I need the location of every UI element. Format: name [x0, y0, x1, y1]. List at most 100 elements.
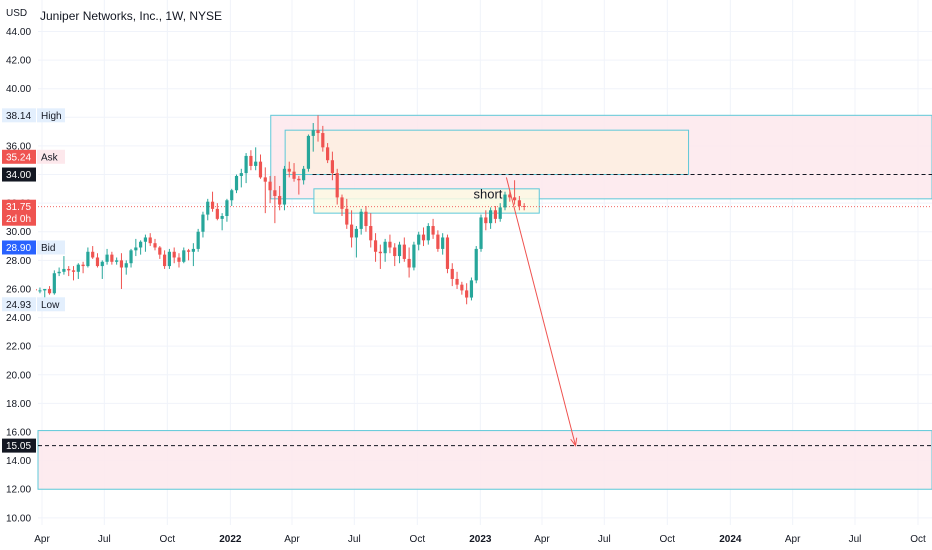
price-tick-label: 36.00	[6, 141, 31, 152]
candle-body	[234, 175, 239, 191]
candle-body	[512, 197, 517, 201]
candle-body	[177, 257, 181, 262]
candle-body	[469, 280, 474, 298]
candle-body	[373, 240, 378, 252]
candle-body	[139, 241, 143, 248]
time-axis[interactable]: Apr Jul Oct 2022 Apr Jul Oct 2023 Apr Jul Oct 2024 A…	[0, 525, 932, 550]
candle-body	[292, 171, 296, 179]
candle-body	[364, 211, 368, 227]
price-label-high	[2, 108, 36, 123]
candle-body	[273, 190, 277, 196]
candle-body	[249, 155, 253, 166]
candle-body	[47, 288, 52, 294]
candle-body	[460, 284, 464, 291]
candle-body	[52, 273, 56, 294]
price-tick-label: 22.00	[6, 342, 31, 353]
time-tick-label: Apr	[34, 534, 50, 545]
zone-box	[284, 129, 690, 176]
candle-body	[201, 214, 205, 232]
candle-body	[210, 201, 215, 209]
candle-body	[465, 290, 469, 298]
candle-body	[244, 155, 248, 174]
candle-body	[302, 168, 306, 181]
candle-body	[359, 211, 363, 229]
candle-body	[129, 250, 133, 264]
currency-label: USD	[6, 8, 28, 19]
candle-body	[489, 210, 493, 224]
candle-body	[503, 194, 507, 208]
candle-body	[393, 247, 397, 257]
time-tick-label: Oct	[660, 534, 676, 545]
candle-body	[67, 268, 71, 271]
candle-body	[522, 205, 526, 207]
price-tick-label: 26.00	[6, 284, 31, 295]
price-label-ask	[2, 149, 36, 164]
candle-body	[282, 168, 287, 205]
candle-body	[57, 271, 61, 274]
candle-body	[397, 244, 402, 257]
price-tag-ask	[37, 149, 65, 164]
candle-body	[287, 168, 291, 172]
price-tag-label: Bid	[41, 243, 55, 254]
time-tick-label: Jul	[598, 534, 611, 545]
candle-body	[421, 234, 426, 241]
price-axis[interactable]: 10.00 12.00 14.00 16.00 18.00 20.00 22.00 24.00…	[0, 0, 65, 525]
candle-body	[306, 135, 311, 169]
candle-body	[402, 244, 406, 259]
candle-body	[162, 254, 167, 267]
candle-body	[278, 195, 282, 205]
candle-body	[95, 257, 100, 267]
candle-body	[196, 231, 200, 249]
candle-body	[455, 278, 459, 285]
candle-body	[493, 210, 498, 219]
candle-body	[110, 254, 114, 262]
candle-body	[450, 268, 454, 279]
candle-body	[383, 241, 387, 254]
candle-body	[378, 251, 382, 254]
forecast-arrow	[505, 177, 578, 447]
price-tag-high	[37, 108, 65, 123]
candle-body	[215, 208, 219, 219]
price-label-value: 31.75	[6, 202, 31, 213]
price-tick-label: 20.00	[6, 370, 31, 381]
candle-body	[134, 247, 138, 251]
time-tick-label: Oct	[160, 534, 176, 545]
time-axis-background	[0, 525, 932, 550]
candle-body	[445, 237, 450, 269]
candle-body	[143, 237, 148, 242]
price-tick-label: 12.00	[6, 485, 31, 496]
time-tick-label: 2024	[719, 534, 742, 545]
candle-body	[354, 228, 358, 238]
candle-body	[81, 264, 85, 267]
countdown-label: 2d 0h	[6, 214, 31, 225]
candle-body	[172, 251, 176, 258]
candle-body	[321, 133, 325, 148]
candle-body	[369, 226, 373, 241]
price-axis-background	[0, 0, 36, 525]
candle-body	[225, 200, 229, 217]
candle-body	[119, 260, 124, 268]
candle-body	[326, 147, 330, 161]
zones	[37, 114, 932, 490]
price-tick-label: 44.00	[6, 27, 31, 38]
price-tick-label: 18.00	[6, 399, 31, 410]
candle-body	[254, 161, 258, 166]
price-tick-label: 10.00	[6, 513, 31, 524]
candle-body	[100, 261, 104, 267]
candle-body	[263, 177, 267, 182]
price-label-value: 38.14	[6, 111, 31, 122]
candle-body	[62, 268, 66, 272]
time-tick-label: Jul	[849, 534, 862, 545]
candle-body	[474, 248, 478, 281]
price-label-value: 35.24	[6, 152, 31, 163]
candle-body	[76, 264, 80, 272]
candle-body	[407, 258, 411, 268]
price-tag-label: Low	[41, 300, 60, 311]
annotations: short	[473, 187, 502, 202]
candle-body	[91, 251, 95, 258]
price-tag-low	[37, 297, 65, 312]
price-tick-label: 30.00	[6, 227, 31, 238]
price-tick-label: 16.00	[6, 428, 31, 439]
price-label-value: 24.93	[6, 300, 31, 311]
